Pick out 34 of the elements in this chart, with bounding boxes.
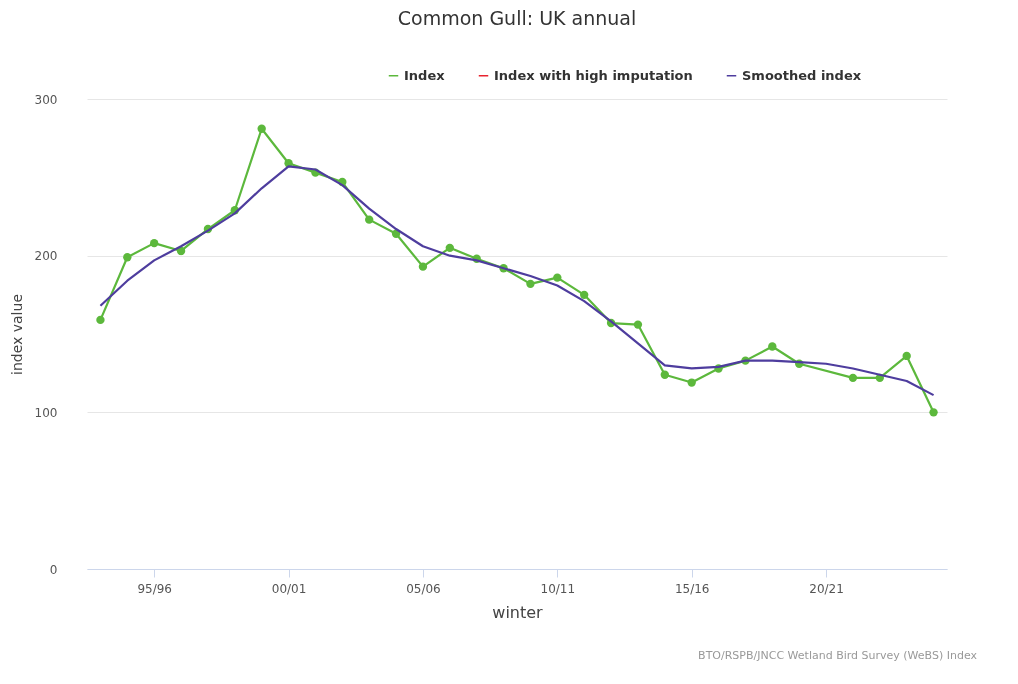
point	[580, 290, 589, 300]
point	[768, 342, 777, 351]
legend-label: Index	[404, 67, 446, 83]
x-tick-label: 05/06	[406, 581, 441, 596]
point	[257, 124, 266, 133]
legend-label: Smoothed index	[742, 67, 862, 83]
point	[526, 279, 535, 289]
point	[687, 378, 696, 387]
y-tick-label: 100	[34, 405, 58, 420]
x-tick-label: 00/01	[271, 581, 307, 596]
text: BTO/RSPB/JNCC Wetland Bird Survey (WeBS) Index	[698, 649, 978, 662]
point	[633, 320, 643, 329]
y-tick-label: 0	[49, 562, 58, 577]
point	[848, 373, 858, 383]
point	[418, 262, 428, 271]
x-axis-title: winter	[492, 602, 544, 622]
x-tick-label: 10/11	[540, 581, 576, 596]
point	[96, 315, 105, 325]
point	[902, 351, 911, 361]
point	[660, 370, 669, 379]
x-tick-label: 95/96	[137, 581, 172, 596]
point	[365, 215, 374, 224]
y-axis-title: index value	[8, 294, 25, 375]
chart-title: Common Gull: UK annual	[397, 7, 637, 29]
x-tick-label: 20/21	[809, 581, 844, 596]
x-tick-label: 15/16	[674, 581, 710, 596]
point	[445, 243, 454, 253]
legend-label: Index with high imputation	[494, 67, 693, 83]
point	[123, 253, 132, 262]
y-tick-label: 200	[34, 249, 58, 264]
point	[150, 238, 159, 248]
point	[929, 408, 938, 417]
point	[553, 273, 562, 282]
y-tick-label: 300	[34, 92, 58, 107]
